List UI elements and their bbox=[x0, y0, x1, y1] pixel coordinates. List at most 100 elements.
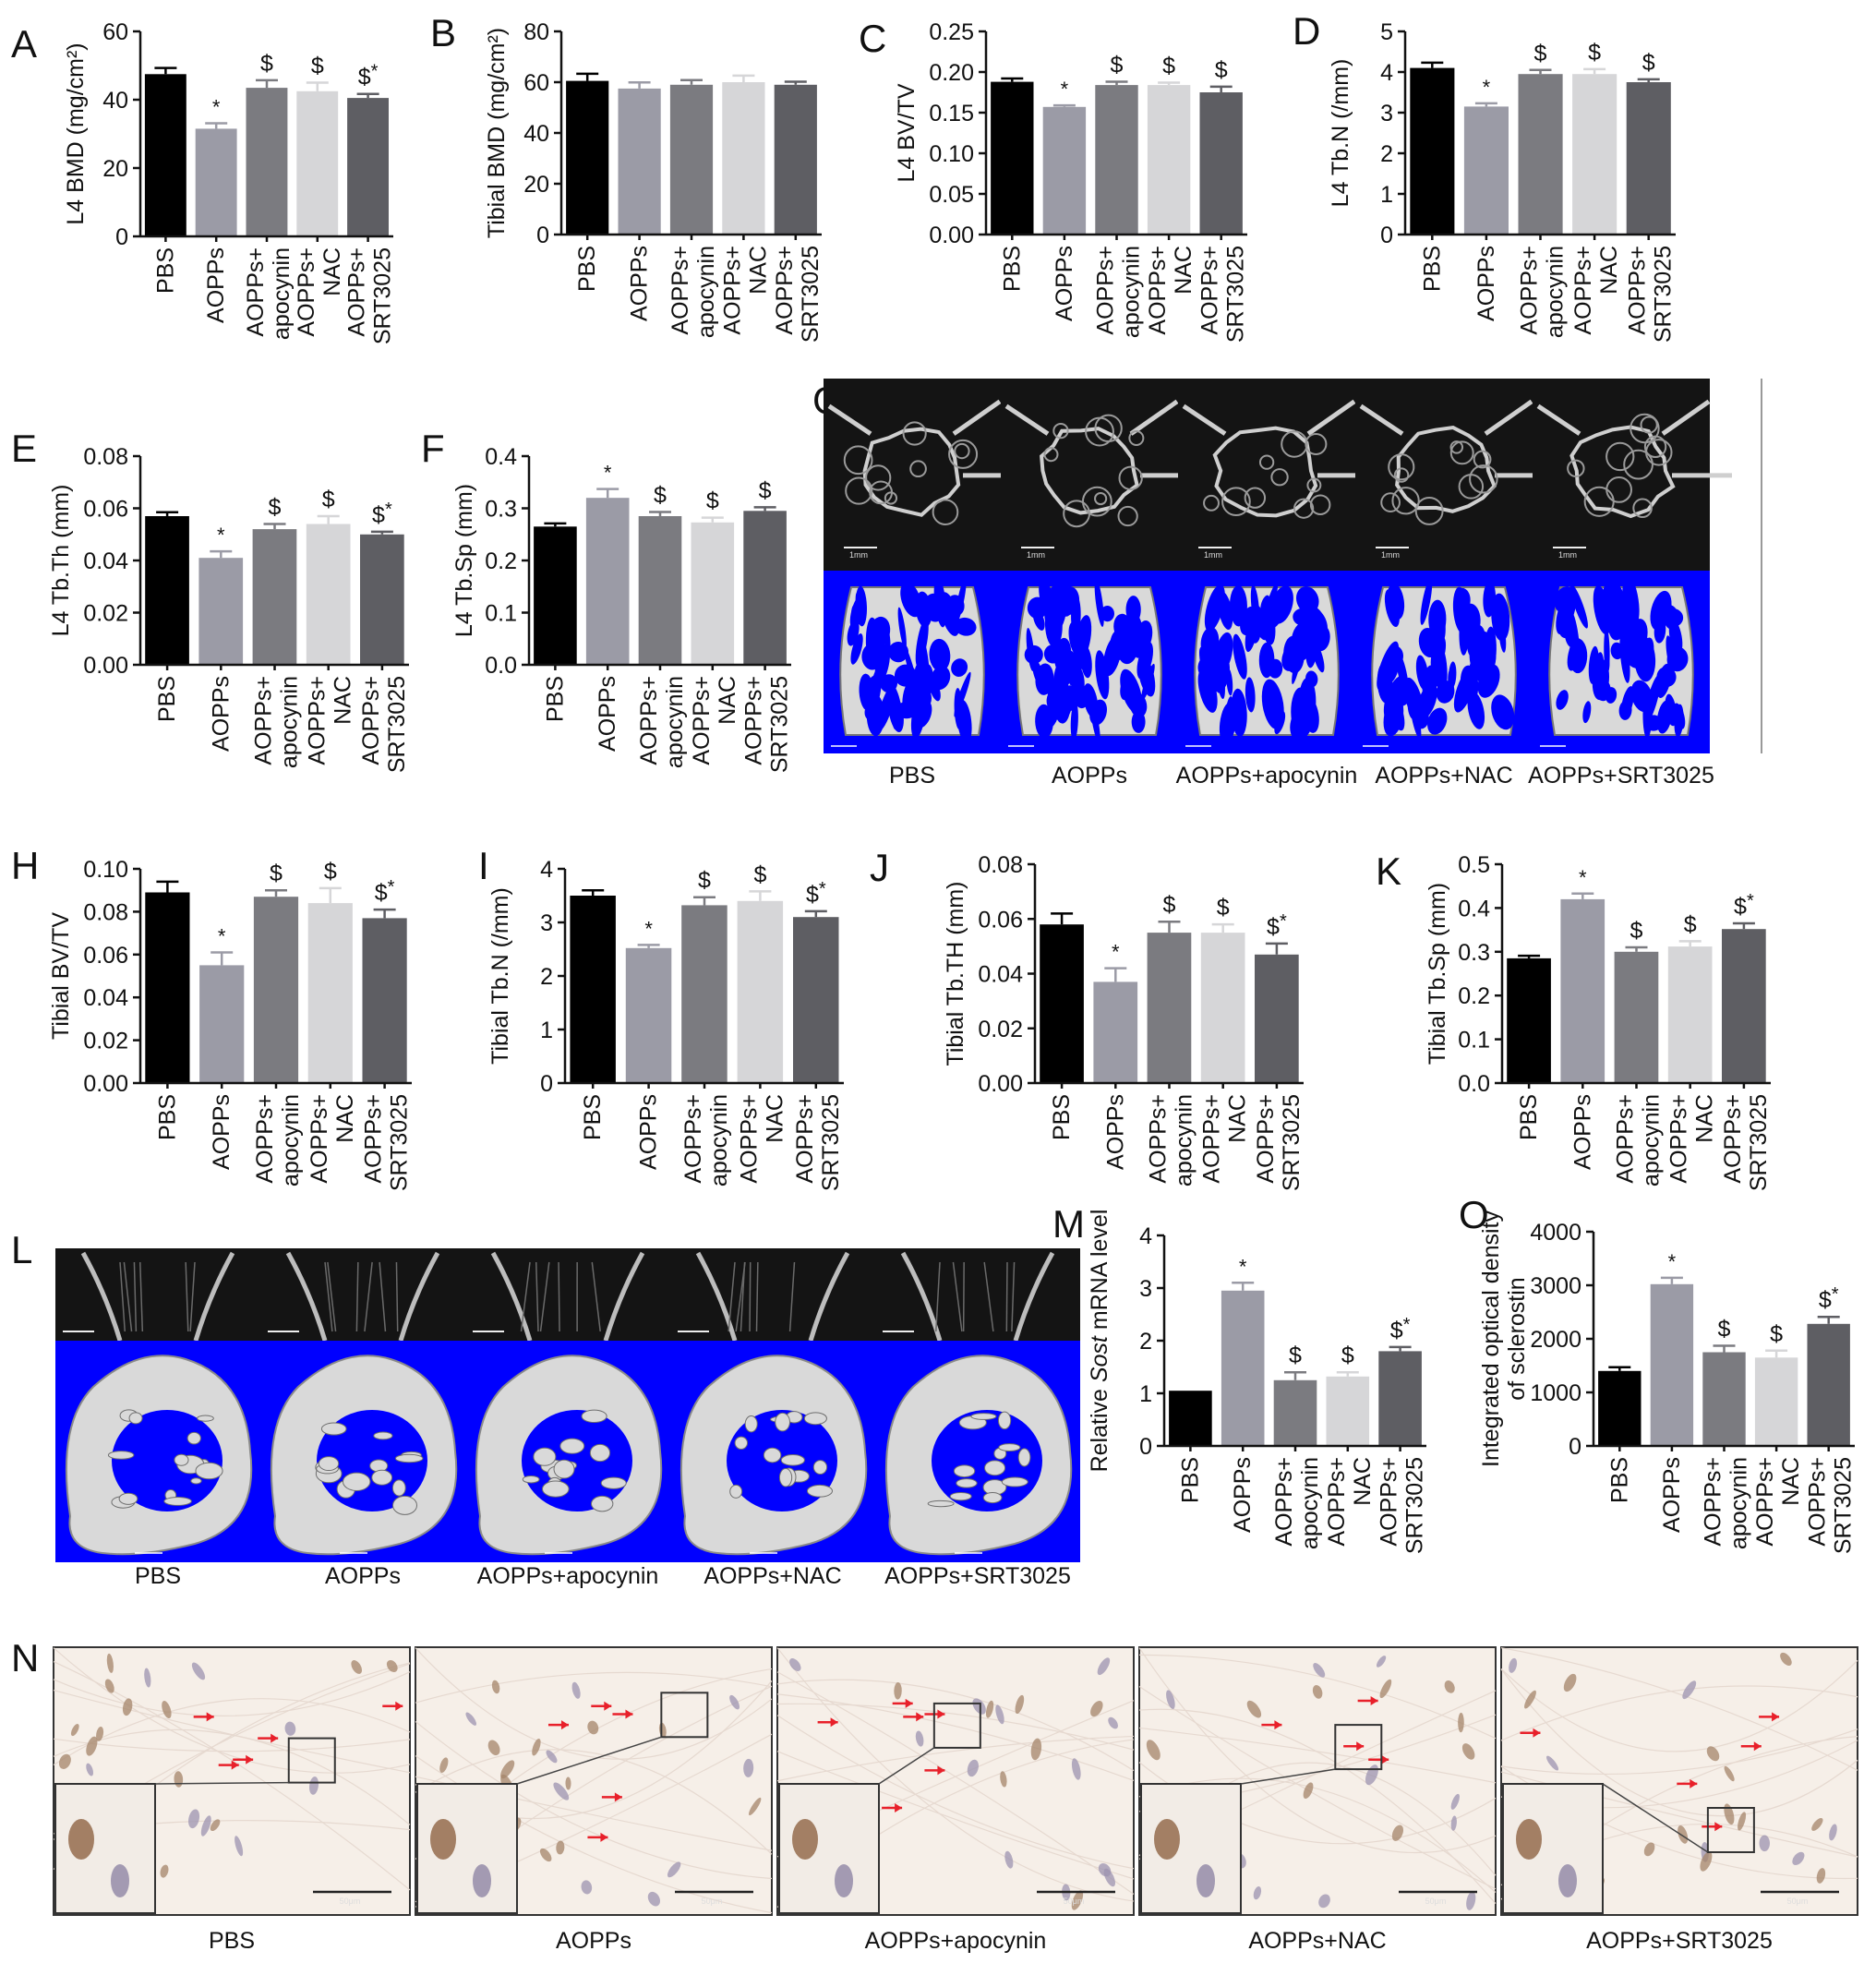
significance-mark: $* bbox=[372, 500, 392, 528]
y-tick-label: 0.06 bbox=[83, 497, 128, 523]
y-tick-label: 4 bbox=[1139, 1223, 1152, 1249]
significance-mark: $ bbox=[270, 861, 283, 886]
3d-trabecular-reconstruction-image bbox=[1355, 571, 1533, 753]
category-label: AOPPs+SRT3025 bbox=[741, 676, 793, 773]
category-label: AOPPs bbox=[203, 247, 229, 323]
y-tick-label: 3 bbox=[1380, 101, 1393, 126]
image-panels-layer: G1mm1mm1mm1mm1mmPBSAOPPsAOPPs+apocyninAO… bbox=[11, 379, 1858, 1954]
significance-mark: $ bbox=[1770, 1321, 1783, 1347]
y-axis-label: Tibial BMD (mg/cm²) bbox=[484, 28, 510, 238]
bar bbox=[1410, 67, 1455, 235]
y-tick-label: 0 bbox=[540, 1071, 553, 1097]
significance-mark: $ bbox=[698, 868, 711, 894]
bar bbox=[1807, 1323, 1850, 1446]
y-tick-label: 0 bbox=[115, 224, 128, 250]
micro-ct-slice-image: 1mm bbox=[1178, 379, 1377, 571]
y-tick-label: 0 bbox=[536, 223, 549, 248]
bar bbox=[1169, 1391, 1212, 1446]
image-caption: PBS bbox=[209, 1928, 255, 1954]
y-tick-label: 80 bbox=[523, 19, 549, 45]
y-tick-label: 0.00 bbox=[929, 223, 974, 248]
bar bbox=[347, 98, 389, 236]
scale-bar-label: 50μm bbox=[1425, 1897, 1447, 1906]
category-label: AOPPs bbox=[1102, 1094, 1128, 1170]
y-tick-label: 2000 bbox=[1530, 1327, 1581, 1353]
category-label: AOPPs+NAC bbox=[689, 676, 740, 765]
category-label: PBS bbox=[1419, 246, 1445, 292]
y-tick-label: 2 bbox=[1139, 1329, 1152, 1355]
bar bbox=[566, 80, 609, 235]
sclerostin-immunostain-image: 50μm bbox=[1138, 1646, 1497, 1916]
y-tick-label: 0.04 bbox=[978, 962, 1023, 988]
scale-bar-label: 50μm bbox=[340, 1897, 361, 1906]
significance-mark: $ bbox=[1718, 1317, 1731, 1343]
significance-mark: $* bbox=[358, 62, 379, 90]
y-tick-label: 0.06 bbox=[83, 943, 128, 969]
image-caption: AOPPs+SRT3025 bbox=[1586, 1928, 1773, 1954]
panel-letter-b: B bbox=[430, 11, 456, 54]
significance-mark: $ bbox=[324, 859, 337, 885]
scale-bar-label: 50μm bbox=[1064, 1897, 1085, 1906]
bar bbox=[1147, 85, 1191, 235]
significance-mark: $ bbox=[260, 51, 273, 77]
category-label: AOPPs+SRT3025 bbox=[1253, 1094, 1305, 1191]
bar bbox=[1507, 957, 1551, 1083]
y-tick-label: 1 bbox=[540, 1018, 553, 1043]
chart-f: F * $ $ $0.0 0.1 0.2 0.3 0.4 PBS AOPPs AOPPs+apocyn… bbox=[421, 427, 793, 773]
bar bbox=[307, 903, 353, 1083]
micro-ct-tibia-slice-image bbox=[875, 1248, 1080, 1342]
micro-ct-slice-image: 1mm bbox=[1001, 379, 1200, 571]
bar bbox=[793, 917, 839, 1083]
image-caption: AOPPs+NAC bbox=[704, 1563, 841, 1589]
y-tick-label: 0.00 bbox=[83, 1071, 128, 1097]
category-label: AOPPs bbox=[595, 676, 620, 752]
category-label: PBS bbox=[580, 1094, 606, 1140]
image-caption: AOPPs bbox=[556, 1928, 631, 1954]
significance-mark: $ bbox=[753, 861, 766, 887]
category-label: AOPPs bbox=[208, 676, 234, 752]
y-tick-label: 0.20 bbox=[929, 60, 974, 86]
chart-d: D * $ $ $0 1 2 3 4 5 PBS AOPPs AOPPs+apocynin AOPPs+N… bbox=[1293, 9, 1677, 343]
y-tick-label: 0.10 bbox=[929, 141, 974, 167]
y-axis-label: Tibial Tb.Sp (mm) bbox=[1425, 883, 1450, 1065]
category-label: AOPPs bbox=[1473, 246, 1499, 321]
category-label: AOPPs+SRT3025 bbox=[1197, 246, 1249, 343]
y-axis-label: L4 Tb.Sp (mm) bbox=[451, 484, 477, 637]
category-label: AOPPs+NAC bbox=[1752, 1457, 1804, 1547]
image-caption: AOPPs+NAC bbox=[1248, 1928, 1386, 1954]
3d-trabecular-reconstruction-image bbox=[1178, 571, 1355, 753]
y-tick-label: 0.0 bbox=[1458, 1071, 1490, 1097]
bar bbox=[1095, 85, 1138, 235]
y-axis-label: Tibial BV/TV bbox=[48, 912, 74, 1040]
significance-mark: $ bbox=[1215, 57, 1228, 83]
bar bbox=[743, 511, 787, 665]
bar bbox=[252, 529, 297, 665]
y-tick-label: 0.06 bbox=[978, 907, 1023, 933]
y-tick-label: 0.08 bbox=[83, 899, 128, 925]
bar bbox=[1200, 933, 1245, 1083]
significance-mark: $ bbox=[322, 487, 335, 512]
y-tick-label: 0.15 bbox=[929, 101, 974, 126]
bar bbox=[1614, 951, 1659, 1083]
panel-letter-d: D bbox=[1293, 9, 1320, 53]
significance-mark: * bbox=[1668, 1250, 1677, 1273]
image-caption: AOPPs+apocynin bbox=[477, 1563, 659, 1589]
y-tick-label: 0.08 bbox=[83, 444, 128, 470]
category-label: PBS bbox=[154, 1094, 180, 1140]
category-label: AOPPs+SRT3025 bbox=[1625, 246, 1677, 343]
y-tick-label: 0.00 bbox=[978, 1071, 1023, 1097]
image-caption: PBS bbox=[889, 763, 935, 789]
bar bbox=[1754, 1357, 1798, 1446]
panel-letter-a: A bbox=[11, 22, 37, 66]
category-label: AOPPs+NAC bbox=[719, 246, 771, 335]
category-label: PBS bbox=[1177, 1457, 1203, 1503]
y-tick-label: 4 bbox=[540, 857, 553, 883]
y-tick-label: 0.1 bbox=[1458, 1028, 1490, 1054]
category-label: PBS bbox=[542, 676, 568, 722]
panel-letter-e: E bbox=[11, 427, 37, 470]
category-label: AOPPs+NAC bbox=[307, 1094, 358, 1184]
panel-letter-i: I bbox=[478, 844, 489, 887]
image-caption: AOPPs+apocynin bbox=[865, 1928, 1047, 1954]
